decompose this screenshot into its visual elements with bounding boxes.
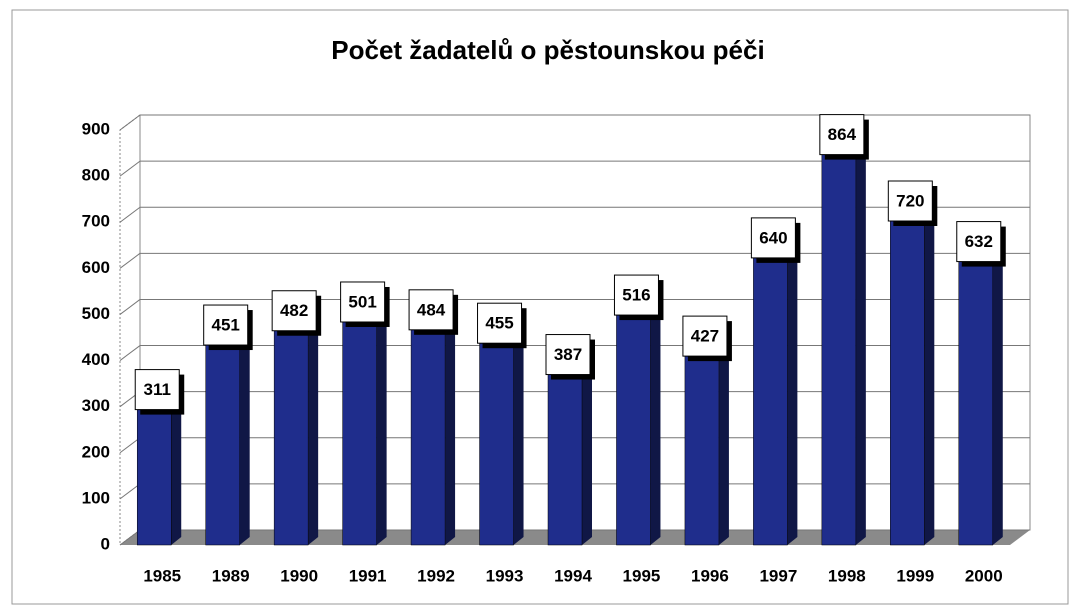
chart-title: Počet žadatelů o pěstounskou péči xyxy=(331,35,764,65)
bar-side xyxy=(376,305,387,545)
y-tick-label: 800 xyxy=(82,166,110,185)
bar xyxy=(479,334,514,546)
bar xyxy=(205,336,240,546)
data-label: 484 xyxy=(417,300,446,319)
bar-side xyxy=(924,205,935,545)
data-label-box xyxy=(819,114,865,156)
bar-side xyxy=(171,393,182,545)
data-label: 427 xyxy=(691,327,719,346)
data-label: 482 xyxy=(280,301,308,320)
bar-side xyxy=(787,241,798,545)
x-tick-label: 2000 xyxy=(965,566,1003,585)
bar-side xyxy=(308,314,319,545)
data-label: 864 xyxy=(828,125,857,144)
x-tick-label: 1996 xyxy=(691,566,729,585)
y-tick-label: 400 xyxy=(82,350,110,369)
data-label-box xyxy=(408,289,454,331)
bar-side xyxy=(513,327,524,545)
x-tick-label: 1989 xyxy=(212,566,250,585)
grid-line-side xyxy=(119,529,141,546)
bar-side xyxy=(582,358,592,545)
x-tick-label: 1998 xyxy=(828,566,866,585)
x-tick-label: 1999 xyxy=(896,566,934,585)
data-label: 632 xyxy=(965,232,993,251)
grid-line-side xyxy=(119,483,141,500)
bar-side xyxy=(855,138,866,545)
bar xyxy=(342,313,377,546)
grid-line-side xyxy=(119,114,141,131)
grid-line-side xyxy=(119,345,141,361)
bar xyxy=(958,253,994,546)
data-label-box xyxy=(545,334,591,376)
y-tick-label: 0 xyxy=(101,534,110,553)
bar xyxy=(136,401,172,546)
bar xyxy=(547,366,583,546)
bar-side xyxy=(650,299,661,545)
y-tick-label: 200 xyxy=(82,442,110,461)
data-label-box xyxy=(613,274,659,316)
bar xyxy=(616,306,651,546)
y-tick-label: 900 xyxy=(82,119,110,138)
data-label: 516 xyxy=(622,286,650,305)
bar xyxy=(410,321,446,546)
x-tick-label: 1997 xyxy=(759,566,797,585)
data-label: 501 xyxy=(348,292,376,311)
bar xyxy=(273,322,309,546)
data-label: 451 xyxy=(212,316,240,335)
data-label-box xyxy=(271,290,317,332)
y-tick-label: 600 xyxy=(82,258,110,277)
data-label-box xyxy=(750,217,796,259)
grid-line-side xyxy=(119,160,141,177)
data-label-box xyxy=(682,315,728,357)
x-tick-label: 1991 xyxy=(349,566,387,585)
y-tick-label: 300 xyxy=(82,396,110,415)
data-label-box xyxy=(340,281,386,323)
bar xyxy=(890,212,925,546)
grid-line-side xyxy=(119,437,141,454)
data-label: 720 xyxy=(896,191,924,210)
data-label-box xyxy=(203,304,249,346)
x-tick-label: 1994 xyxy=(554,566,592,585)
bar-side xyxy=(718,340,729,545)
data-label: 640 xyxy=(759,228,787,247)
grid-line-side xyxy=(119,299,141,315)
grid-line-side xyxy=(119,252,141,269)
data-label: 311 xyxy=(144,380,171,399)
bar xyxy=(753,249,788,546)
grid-line-side xyxy=(119,206,141,223)
data-label: 387 xyxy=(554,345,582,364)
data-label: 455 xyxy=(485,314,513,333)
bar-side xyxy=(445,313,456,545)
y-tick-label: 500 xyxy=(82,304,110,323)
data-label-box xyxy=(887,180,933,222)
bar-side xyxy=(992,245,1003,546)
y-tick-label: 100 xyxy=(82,488,110,507)
bar-side xyxy=(239,329,250,545)
x-tick-label: 1985 xyxy=(143,566,181,585)
bar xyxy=(684,347,720,546)
bar xyxy=(821,146,857,546)
data-label-box xyxy=(134,369,180,411)
y-tick-label: 700 xyxy=(82,212,110,231)
x-tick-label: 1990 xyxy=(280,566,318,585)
x-tick-label: 1992 xyxy=(417,566,455,585)
data-label-box xyxy=(477,302,523,344)
data-label-box xyxy=(956,221,1002,263)
x-tick-label: 1993 xyxy=(486,566,524,585)
x-tick-label: 1995 xyxy=(623,566,661,585)
